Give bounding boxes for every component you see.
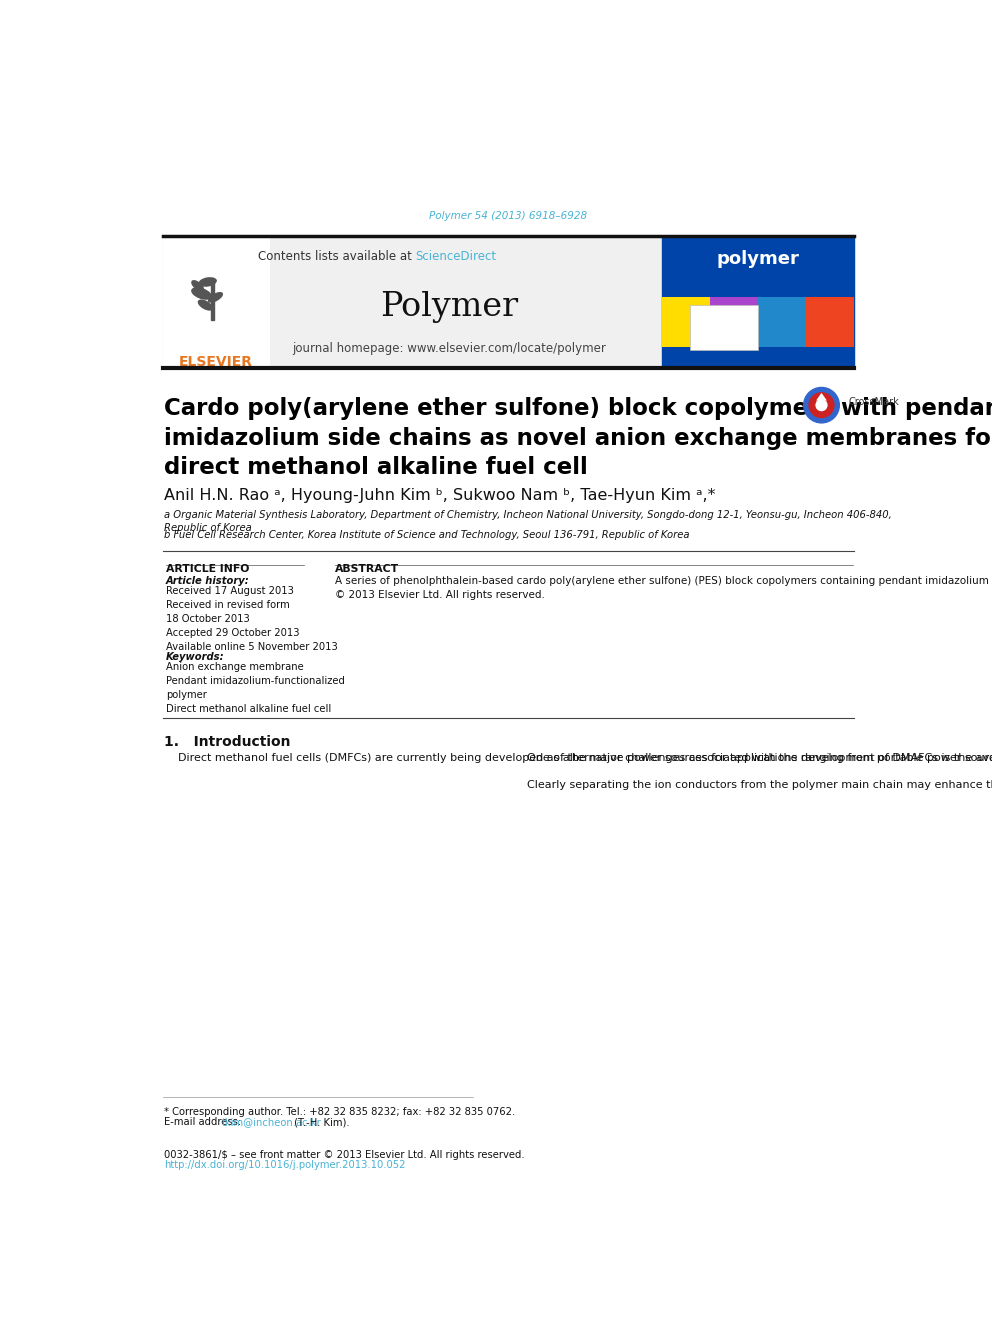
Circle shape — [809, 393, 834, 418]
Text: * Corresponding author. Tel.: +82 32 835 8232; fax: +82 32 835 0762.: * Corresponding author. Tel.: +82 32 835… — [165, 1107, 516, 1118]
Bar — [710, 298, 758, 348]
Bar — [758, 298, 806, 348]
Text: journal homepage: www.elsevier.com/locate/polymer: journal homepage: www.elsevier.com/locat… — [293, 343, 606, 355]
Ellipse shape — [197, 299, 213, 311]
Bar — [662, 298, 710, 348]
Text: a Organic Material Synthesis Laboratory, Department of Chemistry, Incheon Nation: a Organic Material Synthesis Laboratory,… — [165, 509, 892, 533]
Text: ABSTRACT: ABSTRACT — [335, 564, 399, 574]
Text: A series of phenolphthalein-based cardo poly(arylene ether sulfone) (PES) block : A series of phenolphthalein-based cardo … — [335, 576, 992, 599]
Ellipse shape — [191, 280, 204, 291]
Text: 1.   Introduction: 1. Introduction — [165, 734, 291, 749]
Bar — [210, 282, 214, 320]
Text: Polymer: Polymer — [381, 291, 519, 323]
Text: ScienceDirect: ScienceDirect — [416, 250, 497, 263]
Bar — [806, 298, 854, 348]
Text: tkim@incheon.ac.kr: tkim@incheon.ac.kr — [221, 1118, 321, 1127]
Polygon shape — [816, 393, 827, 401]
Text: Anil H.N. Rao ᵃ, Hyoung-Juhn Kim ᵇ, Sukwoo Nam ᵇ, Tae-Hyun Kim ᵃ,*: Anil H.N. Rao ᵃ, Hyoung-Juhn Kim ᵇ, Sukw… — [165, 488, 716, 503]
Text: Received 17 August 2013
Received in revised form
18 October 2013
Accepted 29 Oct: Received 17 August 2013 Received in revi… — [166, 586, 337, 652]
Circle shape — [804, 388, 839, 423]
Text: b Fuel Cell Research Center, Korea Institute of Science and Technology, Seoul 13: b Fuel Cell Research Center, Korea Insti… — [165, 531, 689, 540]
FancyBboxPatch shape — [163, 235, 270, 368]
Text: http://dx.doi.org/10.1016/j.polymer.2013.10.052: http://dx.doi.org/10.1016/j.polymer.2013… — [165, 1160, 406, 1170]
Text: ARTICLE INFO: ARTICLE INFO — [166, 564, 249, 574]
Text: polymer: polymer — [716, 250, 800, 267]
Text: E-mail address:: E-mail address: — [165, 1118, 245, 1127]
Text: CrossMark: CrossMark — [848, 397, 900, 407]
Ellipse shape — [191, 287, 212, 300]
Text: 0032-3861/$ – see front matter © 2013 Elsevier Ltd. All rights reserved.: 0032-3861/$ – see front matter © 2013 El… — [165, 1150, 525, 1160]
Circle shape — [816, 400, 827, 410]
Text: Direct methanol fuel cells (DMFCs) are currently being developed as alternative : Direct methanol fuel cells (DMFCs) are c… — [165, 753, 992, 763]
Text: Anion exchange membrane
Pendant imidazolium-functionalized
polymer
Direct methan: Anion exchange membrane Pendant imidazol… — [166, 663, 345, 714]
Text: Article history:: Article history: — [166, 576, 250, 586]
Ellipse shape — [207, 292, 223, 303]
FancyBboxPatch shape — [662, 235, 854, 368]
Text: Keywords:: Keywords: — [166, 652, 224, 663]
Ellipse shape — [198, 277, 217, 287]
Text: Contents lists available at: Contents lists available at — [258, 250, 416, 263]
FancyBboxPatch shape — [689, 306, 758, 349]
Text: Polymer 54 (2013) 6918–6928: Polymer 54 (2013) 6918–6928 — [430, 212, 587, 221]
Text: One of the major challenges associated with the development of DMAFCs is the ava: One of the major challenges associated w… — [513, 753, 992, 790]
Text: ELSEVIER: ELSEVIER — [180, 355, 253, 369]
Text: (T.-H. Kim).: (T.-H. Kim). — [292, 1118, 350, 1127]
Text: Cardo poly(arylene ether sulfone) block copolymers with pendant
imidazolium side: Cardo poly(arylene ether sulfone) block … — [165, 397, 992, 479]
FancyBboxPatch shape — [163, 235, 854, 368]
